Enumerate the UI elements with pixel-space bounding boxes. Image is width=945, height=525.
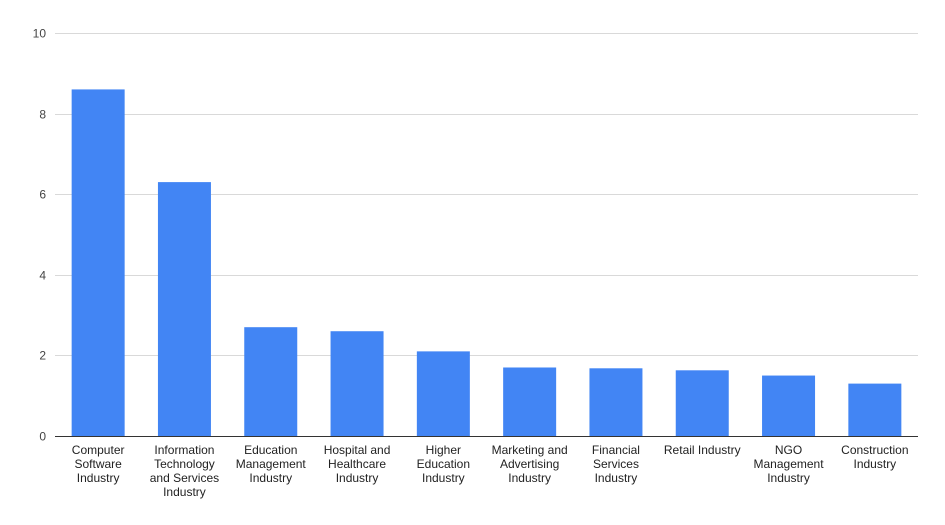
- bar: [675, 370, 729, 436]
- y-tick-label: 4: [39, 269, 46, 283]
- y-tick-label: 0: [39, 430, 46, 444]
- bar: [157, 182, 211, 436]
- x-tick-label: Construction Industry: [841, 443, 908, 471]
- bars: [71, 89, 902, 437]
- x-tick-label: Information Technology and Services Industr…: [150, 443, 219, 499]
- x-tick-label: Computer Software Industry: [72, 443, 125, 485]
- x-tick-label: NGO Management Industry: [754, 443, 825, 485]
- x-tick-label: Higher Education Industry: [417, 443, 470, 485]
- bar: [416, 351, 470, 436]
- bar: [762, 375, 816, 436]
- x-tick-label: Retail Industry: [664, 443, 741, 457]
- x-axis-category-labels: Computer Software Industry Information Techn…: [72, 443, 909, 499]
- y-tick-label: 8: [39, 108, 46, 122]
- bar: [589, 368, 643, 436]
- bar: [330, 331, 384, 436]
- y-axis-tick-labels: 0 2 4 6 8 10: [33, 27, 47, 444]
- x-tick-label: Marketing and Advertising Industry: [492, 443, 568, 485]
- bar: [503, 367, 557, 436]
- y-tick-label: 10: [33, 27, 47, 41]
- x-tick-label: Hospital and Healthcare Industry: [324, 443, 391, 485]
- x-tick-label: Education Management Industry: [236, 443, 307, 485]
- x-tick-label: Financial Services Industry: [592, 443, 640, 485]
- bar: [244, 327, 298, 436]
- bar: [71, 89, 125, 437]
- y-tick-label: 2: [39, 349, 46, 363]
- bar: [848, 383, 902, 436]
- y-tick-label: 6: [39, 188, 46, 202]
